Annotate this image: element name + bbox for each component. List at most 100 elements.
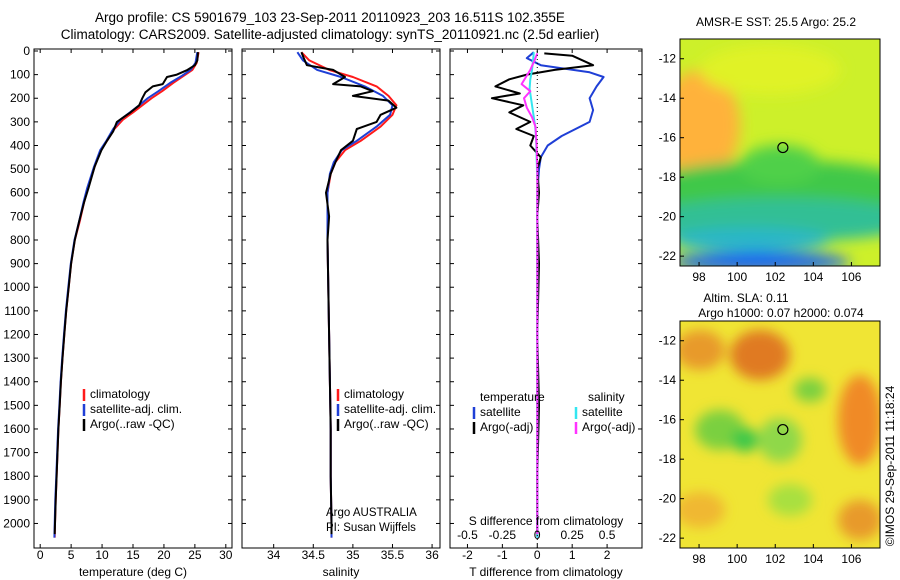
depth-tick-label: 800 — [10, 233, 30, 247]
differences-frame — [449, 48, 643, 549]
salinity-xtick-label: 35 — [346, 548, 360, 562]
salinity-difference-tick-label: -0.25 — [489, 528, 517, 542]
sla_map-ytick-label: -22 — [659, 531, 677, 545]
temperature-xtick-label: 25 — [188, 548, 202, 562]
differences-series-temperature-satellite — [525, 51, 605, 538]
sla_map-argo-marker — [777, 423, 789, 436]
depth-tick-label: 2000 — [3, 516, 30, 530]
temperature-legend-title: temperature — [480, 390, 545, 404]
temperature-frame — [33, 48, 233, 549]
salinity-xlabel: salinity — [323, 565, 360, 579]
salinity-xtick-label: 34.5 — [302, 548, 326, 562]
salinity-series-satellite-adj-clim- — [296, 51, 394, 538]
temperature-legend-entry: climatology — [90, 387, 150, 401]
temperature-xtick-label: 15 — [126, 548, 140, 562]
salinity-legend-entry: Argo(-adj) — [582, 420, 635, 434]
sst-map-field — [680, 39, 880, 266]
sst_map-argo-marker — [777, 141, 789, 154]
salinity-legend-entry: satellite-adj. clim. — [344, 402, 436, 416]
salinity-series-climatology — [300, 51, 398, 538]
sst_map-frame — [679, 38, 881, 267]
differences-xtick-label: 2 — [604, 548, 611, 562]
depth-tick-label: 400 — [10, 138, 30, 152]
temperature-xtick-label: 10 — [95, 548, 109, 562]
sst_map-ytick-label: -22 — [659, 249, 677, 263]
depth-tick-label: 500 — [10, 162, 30, 176]
sst_map-xtick-label: 98 — [692, 270, 706, 284]
salinity-legend-title: salinity — [588, 390, 625, 404]
temperature-series-satellite-adj-clim- — [53, 52, 199, 538]
salinity-difference-tick-label: 0.5 — [599, 528, 616, 542]
figure-title-line-1: Argo profile: CS 5901679_103 23-Sep-2011… — [95, 10, 565, 25]
depth-tick-label: 0 — [23, 44, 30, 58]
depth-tick-label: 100 — [10, 68, 30, 82]
temperature-legend-entry: satellite — [480, 405, 521, 419]
pi-label: PI: Susan Wijffels — [326, 522, 416, 534]
sla_map-xtick-label: 102 — [765, 552, 785, 566]
sla_map-title-line-2: Argo h1000: 0.07 h2000: 0.074 — [698, 306, 864, 320]
sst_map-ytick-label: -20 — [659, 210, 677, 224]
salinity-difference-tick-label: 0.25 — [561, 528, 585, 542]
sst_map-xtick-label: 100 — [727, 270, 747, 284]
salinity-legend-entry: satellite — [582, 405, 623, 419]
sla_map-ytick-label: -12 — [659, 334, 677, 348]
salinity-xtick-label: 36 — [425, 548, 439, 562]
differences-series-salinity-argo-adj- — [520, 53, 539, 535]
sla_map-xtick-label: 104 — [803, 552, 823, 566]
depth-tick-label: 1800 — [3, 469, 30, 483]
sst_map-xtick-label: 104 — [803, 270, 823, 284]
temperature-legend-entry: Argo(-adj) — [480, 420, 533, 434]
sst_map-xtick-label: 102 — [765, 270, 785, 284]
sst_map-xtick-label: 106 — [841, 270, 861, 284]
depth-tick-label: 1500 — [3, 398, 30, 412]
temperature-legend-entry: Argo(..raw -QC) — [90, 417, 175, 431]
differences-xtick-label: -1 — [497, 548, 508, 562]
depth-tick-label: 900 — [10, 257, 30, 271]
sla_map-frame — [679, 320, 881, 549]
sst_map-ytick-label: -12 — [659, 52, 677, 66]
salinity-difference-xlabel: S difference from climatology — [469, 514, 624, 528]
depth-tick-label: 300 — [10, 115, 30, 129]
sst_map-title: AMSR-E SST: 25.5 Argo: 25.2 — [696, 15, 856, 29]
sst_map-ytick-label: -18 — [659, 170, 677, 184]
differences-xtick-label: 1 — [569, 548, 576, 562]
differences-series-temperature-argo-adj- — [490, 52, 595, 535]
salinity-legend-entry: climatology — [344, 387, 404, 401]
argo-program-label: Argo AUSTRALIA — [326, 507, 417, 519]
depth-tick-label: 1900 — [3, 493, 30, 507]
sla_map-title-line-1: Altim. SLA: 0.11 — [703, 291, 788, 305]
salinity-frame — [241, 48, 441, 549]
temperature-series-climatology — [53, 52, 200, 538]
temperature-xtick-label: 20 — [157, 548, 171, 562]
imos-credit: ©IMOS 29-Sep-2011 11:18:24 — [883, 385, 897, 546]
depth-tick-label: 1100 — [4, 304, 30, 318]
temperature-xlabel: temperature (deg C) — [79, 565, 187, 579]
figure-title-line-2: Climatology: CARS2009. Satellite-adjuste… — [60, 27, 600, 42]
depth-tick-label: 1200 — [3, 327, 30, 341]
depth-tick-label: 600 — [10, 186, 30, 200]
temperature-xtick-label: 0 — [37, 548, 44, 562]
salinity-difference-tick-label: -0.5 — [457, 528, 478, 542]
salinity-legend-entry: Argo(..raw -QC) — [344, 417, 429, 431]
sla_map-ytick-label: -20 — [659, 492, 677, 506]
sla_map-xtick-label: 100 — [727, 552, 747, 566]
differences-xlabel: T difference from climatology — [469, 565, 623, 579]
depth-tick-label: 1000 — [3, 280, 30, 294]
salinity-xtick-label: 35.5 — [381, 548, 405, 562]
sst_map-ytick-label: -16 — [659, 131, 677, 145]
depth-tick-label: 1300 — [3, 351, 30, 365]
sla_map-ytick-label: -14 — [659, 373, 677, 387]
depth-tick-label: 1700 — [3, 446, 30, 460]
temperature-legend-entry: satellite-adj. clim. — [90, 402, 182, 416]
depth-tick-label: 1400 — [3, 375, 30, 389]
depth-tick-label: 1600 — [3, 422, 30, 436]
temperature-series-argo-raw-qc- — [53, 52, 199, 535]
differences-series-salinity-satellite — [528, 52, 539, 538]
differences-xtick-label: -2 — [462, 548, 473, 562]
depth-tick-label: 700 — [10, 209, 30, 223]
sla-map-field — [680, 321, 880, 548]
salinity-difference-tick-label: 0 — [534, 528, 541, 542]
sst_map-ytick-label: -14 — [659, 91, 677, 105]
salinity-series-argo-raw-qc- — [300, 51, 398, 535]
